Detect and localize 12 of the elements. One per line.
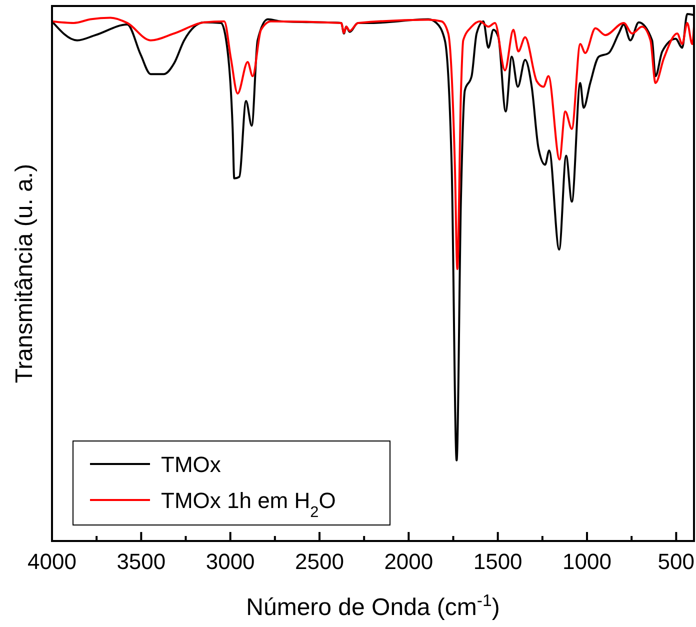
x-tick-label: 2000	[384, 549, 434, 574]
x-tick-label: 2500	[295, 549, 344, 574]
legend-label: TMOx 1h em H$_{2}$O	[161, 488, 336, 520]
x-tick-label: 3000	[206, 549, 255, 574]
x-tick-label: 4000	[28, 549, 76, 574]
x-tick-label: 1000	[562, 549, 612, 574]
x-tick-label: 1500	[473, 549, 522, 574]
x-tick-label: 500	[658, 549, 695, 574]
x-tick-label: 3500	[116, 549, 166, 574]
x-axis-title: Número de Onda (cm$^{-1}$)	[246, 590, 500, 621]
y-axis-title: Transmitância (u. a.)	[11, 164, 38, 384]
legend-label: TMOx	[161, 452, 221, 477]
